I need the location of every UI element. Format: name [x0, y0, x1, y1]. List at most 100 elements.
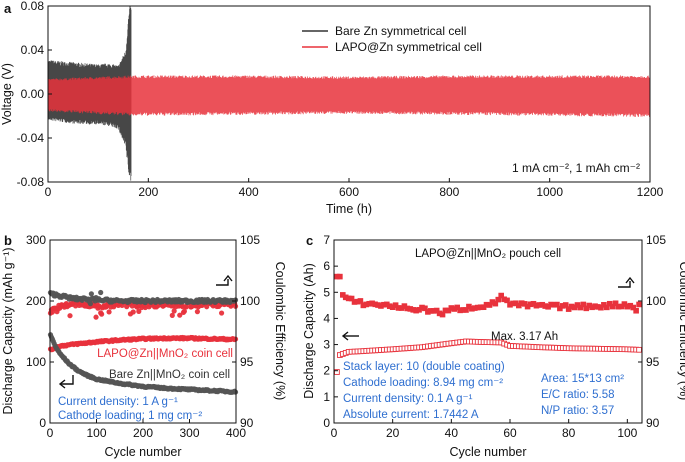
panel-c-np-ratio: N/P ratio: 3.57	[541, 405, 614, 417]
ce-point	[604, 304, 610, 311]
ce-point	[351, 299, 358, 305]
ce-point	[609, 303, 616, 310]
ce-point	[442, 307, 449, 314]
panel-b-right-arrow	[216, 279, 229, 286]
lapo-ce-point	[130, 309, 136, 315]
ce-point	[518, 300, 525, 306]
panel-c-ytick-label: 7	[323, 233, 330, 247]
panel-c-right-arrowhead	[625, 276, 635, 284]
panel-c-stack: Stack layer: 10 (double coating)	[343, 361, 505, 373]
series-discharge-capacity	[334, 338, 642, 375]
ce-point	[410, 307, 416, 313]
lapo-ce-point	[177, 312, 183, 318]
panel-c-ec-ratio: E/C ratio: 5.58	[541, 389, 615, 401]
panel-b-xtick-label: 400	[226, 426, 246, 440]
legend-lapo: LAPO@Zn symmetrical cell	[335, 40, 482, 54]
ce-point	[372, 301, 378, 308]
panel-b-bare-label: Bare Zn||MnO₂ coin cell	[109, 369, 230, 381]
ce-point	[463, 307, 469, 313]
panel-c-label: c	[306, 233, 313, 248]
ce-point	[439, 311, 446, 318]
ce-point	[489, 299, 496, 305]
ce-point	[615, 303, 622, 310]
ce-point	[521, 301, 528, 307]
ce-point	[375, 302, 381, 308]
ce-point	[369, 300, 375, 307]
ce-point	[548, 301, 554, 308]
panel-c-max-label: Max. 3.17 Ah	[491, 331, 558, 343]
panel-b: b 0 100 200 300 400 0 100 200 300 90 95 100 105 Cycl…	[1, 233, 287, 459]
panel-b-cathode-loading: Cathode loading: 1 mg cm⁻²	[58, 410, 202, 422]
ce-point	[618, 303, 625, 310]
panel-a-annotation: 1 mA cm⁻², 1 mAh cm⁻²	[512, 161, 640, 175]
panel-b-xlabel: Cycle number	[104, 445, 181, 459]
ce-point	[574, 302, 581, 308]
panel-c-xtick-label: 40	[445, 426, 459, 440]
panel-a-ytick-label: 0.00	[21, 87, 45, 101]
panel-a-xtick-label: 0	[45, 185, 52, 199]
panel-a-xtick-label: 1200	[637, 185, 664, 199]
series-coulombic-efficiency	[334, 273, 642, 318]
panel-c-cathode-loading: Cathode loading: 8.94 mg cm⁻²	[343, 377, 503, 389]
panel-c-right-arrow	[618, 281, 631, 288]
ce-point	[395, 305, 402, 311]
bare-ce-point	[98, 289, 104, 296]
ce-point	[486, 302, 493, 308]
panel-c-y2tick-label: 95	[646, 355, 660, 369]
ce-point	[551, 301, 557, 308]
panel-c-left-arrowhead	[341, 331, 349, 341]
ce-point	[384, 301, 390, 308]
panel-a-xtick-label: 400	[239, 185, 259, 199]
ce-point	[483, 301, 490, 308]
ce-point	[360, 302, 367, 309]
legend-bare: Bare Zn symmetrical cell	[335, 24, 466, 38]
panel-c-absolute-current: Absolute current: 1.7442 A	[343, 409, 479, 421]
ce-point	[407, 306, 414, 312]
ce-point	[595, 304, 601, 310]
panel-c-ticks: 0 20 40 60 80 100 0 1 2 3 4 5 6 7 90 95 100 105	[323, 233, 666, 440]
ce-point	[345, 295, 352, 302]
ce-point	[340, 292, 346, 298]
panel-b-right-arrowhead	[223, 274, 233, 282]
panel-a: a 0 200 400 600 800 1000 1200 -0.08 -0.04 0.00 0.0…	[0, 0, 664, 216]
ce-point	[334, 273, 340, 280]
ce-point	[422, 305, 428, 312]
ce-point	[492, 300, 499, 307]
panel-b-xtick-label: 100	[86, 426, 106, 440]
panel-b-ytick-label: 0	[39, 416, 46, 430]
panel-a-clipped	[48, 6, 650, 181]
ce-point	[401, 303, 408, 309]
capacity-point	[334, 369, 340, 375]
lapo-ce-point	[218, 310, 225, 316]
ce-point	[592, 303, 598, 309]
panel-c-marks	[334, 273, 642, 375]
panel-a-ylabel: Voltage (V)	[0, 63, 14, 125]
panel-a-xtick-label: 1000	[536, 185, 563, 199]
bare-ce-point	[87, 301, 94, 307]
lapo-ce-point	[67, 313, 73, 319]
ce-point	[606, 300, 613, 307]
panel-c-ytick-label: 5	[323, 285, 330, 299]
ce-point	[583, 305, 590, 312]
panel-a-ytick-label: -0.04	[17, 131, 45, 145]
panel-c-ytick-label: 3	[323, 338, 330, 352]
panel-b-ticks: 0 100 200 300 400 0 100 200 300 90 95 100 105	[26, 233, 260, 440]
ce-point	[357, 298, 364, 304]
panel-c-xlabel: Cycle number	[449, 445, 526, 459]
panel-c-ytick-label: 6	[323, 259, 330, 273]
panel-c-xtick-label: 80	[562, 426, 576, 440]
series-bare-ce	[47, 289, 239, 307]
bare-ce-point	[88, 291, 94, 297]
ce-point	[342, 294, 349, 301]
ce-point	[524, 303, 531, 310]
panel-b-marks	[47, 289, 239, 395]
lapo-ce-point	[169, 312, 175, 318]
capacity-point	[636, 346, 642, 353]
panel-a-xtick-label: 800	[439, 185, 459, 199]
series-bare-capacity	[47, 332, 239, 395]
ce-point	[474, 304, 481, 311]
ce-point	[501, 296, 507, 303]
ce-point	[545, 304, 551, 310]
panel-a-label: a	[4, 1, 12, 16]
ce-point	[477, 304, 484, 311]
